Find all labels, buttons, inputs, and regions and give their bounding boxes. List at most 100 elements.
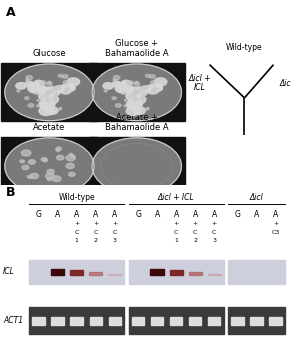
Circle shape	[40, 81, 46, 85]
Circle shape	[47, 82, 52, 86]
Text: Wild-type: Wild-type	[58, 193, 95, 201]
Circle shape	[67, 78, 79, 86]
Text: +: +	[74, 221, 79, 226]
Text: A: A	[173, 210, 179, 219]
Circle shape	[135, 90, 140, 93]
Circle shape	[112, 81, 121, 87]
Text: Δicl: Δicl	[250, 193, 264, 201]
Circle shape	[26, 79, 28, 81]
Text: A: A	[193, 210, 198, 219]
Circle shape	[21, 150, 31, 156]
Circle shape	[65, 88, 70, 91]
Circle shape	[141, 97, 143, 99]
Bar	[109, 317, 121, 325]
Text: G: G	[36, 210, 42, 219]
Text: A: A	[112, 210, 117, 219]
Circle shape	[127, 81, 132, 85]
Circle shape	[150, 81, 156, 84]
Bar	[89, 272, 102, 275]
Circle shape	[29, 160, 36, 164]
Circle shape	[147, 87, 159, 94]
Text: Δicl + ICL: Δicl + ICL	[158, 193, 195, 201]
Text: Δicl +
ICL: Δicl + ICL	[188, 74, 211, 92]
Circle shape	[39, 99, 55, 109]
Text: C3: C3	[272, 229, 280, 235]
Circle shape	[127, 81, 134, 85]
Circle shape	[47, 87, 56, 93]
Circle shape	[124, 105, 127, 107]
Circle shape	[54, 86, 61, 90]
Circle shape	[134, 82, 140, 86]
Circle shape	[41, 158, 47, 161]
Bar	[70, 317, 83, 325]
Text: A: A	[254, 210, 259, 219]
Text: C: C	[74, 229, 79, 235]
Text: 1: 1	[75, 238, 79, 243]
Bar	[90, 317, 102, 325]
Text: 1: 1	[174, 238, 178, 243]
Text: C: C	[174, 229, 178, 235]
Circle shape	[43, 93, 49, 97]
Circle shape	[43, 159, 47, 162]
Circle shape	[45, 98, 50, 101]
Text: 2: 2	[94, 238, 98, 243]
Circle shape	[58, 74, 63, 77]
Circle shape	[146, 74, 150, 77]
Bar	[108, 274, 121, 275]
Text: A: A	[55, 210, 60, 219]
Circle shape	[52, 176, 61, 182]
Circle shape	[5, 64, 94, 121]
Circle shape	[113, 76, 120, 80]
Circle shape	[151, 90, 155, 92]
Bar	[29, 307, 124, 334]
Circle shape	[16, 83, 26, 89]
Circle shape	[66, 163, 74, 169]
Text: +: +	[212, 221, 217, 226]
Text: Δicl: Δicl	[280, 79, 291, 88]
Circle shape	[30, 173, 38, 179]
Circle shape	[17, 90, 20, 92]
Bar	[251, 317, 263, 325]
Circle shape	[58, 108, 61, 110]
Circle shape	[38, 86, 47, 91]
Circle shape	[92, 64, 181, 121]
Text: Glucose: Glucose	[33, 49, 66, 58]
Circle shape	[37, 100, 39, 101]
Bar	[89, 63, 185, 121]
Text: A: A	[6, 5, 15, 18]
Bar	[169, 270, 183, 275]
Circle shape	[115, 83, 132, 93]
Circle shape	[64, 90, 67, 92]
Circle shape	[133, 87, 148, 96]
Circle shape	[40, 81, 45, 85]
Circle shape	[147, 107, 149, 109]
Circle shape	[46, 91, 49, 93]
Text: +: +	[93, 221, 98, 226]
Circle shape	[152, 88, 157, 91]
Circle shape	[43, 89, 53, 95]
Circle shape	[63, 81, 69, 84]
Bar	[189, 317, 201, 325]
Circle shape	[55, 86, 65, 92]
Circle shape	[54, 94, 57, 96]
Circle shape	[150, 75, 155, 78]
Bar	[51, 269, 64, 275]
Text: B: B	[6, 186, 15, 199]
Circle shape	[39, 87, 53, 96]
Circle shape	[44, 95, 58, 104]
Circle shape	[47, 90, 52, 93]
Circle shape	[122, 92, 125, 94]
Circle shape	[104, 90, 107, 92]
Circle shape	[142, 94, 144, 96]
Circle shape	[28, 83, 44, 93]
Circle shape	[134, 91, 137, 93]
Circle shape	[68, 172, 75, 176]
Text: +: +	[273, 221, 278, 226]
Circle shape	[154, 78, 167, 86]
Circle shape	[37, 105, 40, 107]
Circle shape	[133, 98, 138, 101]
Circle shape	[38, 91, 54, 101]
Circle shape	[35, 92, 38, 94]
Bar	[208, 317, 220, 325]
Circle shape	[131, 95, 146, 104]
